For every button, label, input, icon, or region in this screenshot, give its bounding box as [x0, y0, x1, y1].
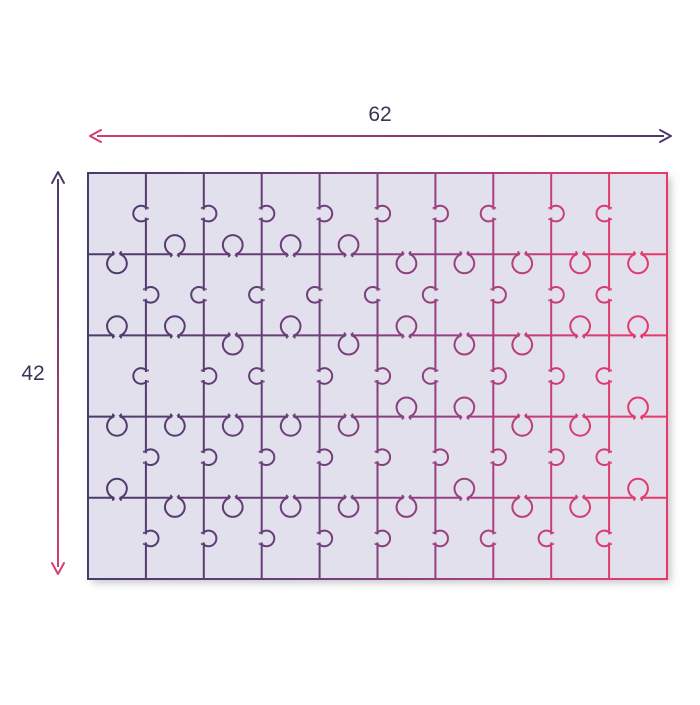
svg-text:62: 62	[368, 103, 391, 126]
svg-text:42: 42	[21, 362, 44, 385]
